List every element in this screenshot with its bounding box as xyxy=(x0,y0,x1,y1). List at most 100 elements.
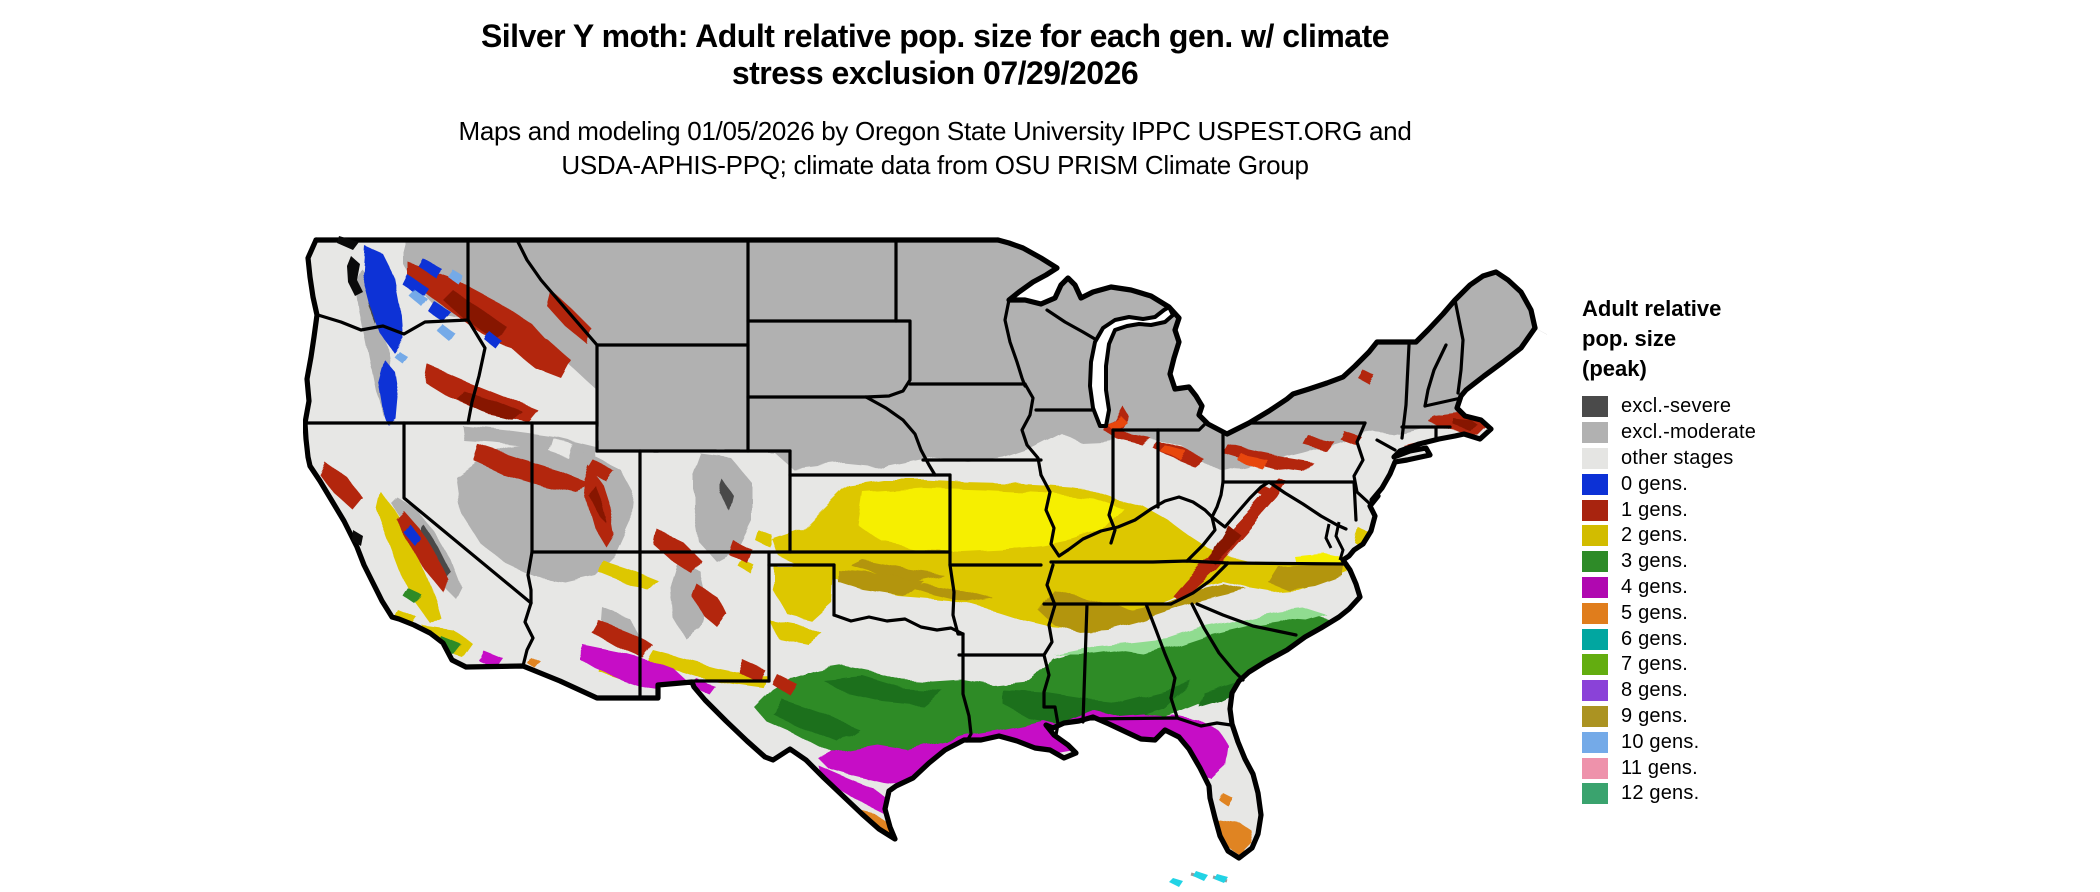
legend-swatch-2-gens xyxy=(1582,525,1608,547)
region-0gens-ewa3 xyxy=(418,258,441,277)
page-title: Silver Y moth: Adult relative pop. size … xyxy=(115,18,1755,92)
legend-swatch-excl-severe xyxy=(1582,396,1608,418)
coastline xyxy=(303,237,1538,861)
vancouver-island-tip xyxy=(337,236,359,250)
legend-label: 2 gens. xyxy=(1621,524,1689,547)
legend-swatch-other-stages xyxy=(1582,447,1608,469)
legend-item-6-gens: 6 gens. xyxy=(1582,626,1892,652)
legend-item-9-gens: 9 gens. xyxy=(1582,704,1892,730)
legend-swatch-6-gens xyxy=(1582,628,1608,650)
legend-swatch-10-gens xyxy=(1582,731,1608,753)
legend-label: 1 gens. xyxy=(1621,498,1689,521)
legend-item-2-gens: 2 gens. xyxy=(1582,523,1892,549)
region-2gens-dark-kytn xyxy=(1038,584,1248,632)
region-0gens-sierra xyxy=(405,525,421,546)
region-excl-severe-co xyxy=(719,480,733,511)
region-1gens-pa1 xyxy=(1223,445,1313,472)
region-2gens-sut xyxy=(598,560,658,590)
region-1gens-nv-speck xyxy=(587,460,613,480)
region-1gens-wtx2 xyxy=(773,675,798,696)
legend-item-12-gens: 12 gens. xyxy=(1582,781,1892,807)
region-3gens-sca xyxy=(403,588,421,604)
legend-item-excl-moderate: excl.-moderate xyxy=(1582,420,1892,446)
legend-label: excl.-moderate xyxy=(1621,421,1757,444)
legend-label: 5 gens. xyxy=(1621,601,1689,624)
region-0gens-cascades xyxy=(363,246,403,352)
region-2gens-txpanhandle xyxy=(773,566,833,620)
state-borders xyxy=(303,240,1465,743)
legend-label: 11 gens. xyxy=(1621,756,1698,779)
subtitle-line-2: USDA-APHIS-PPQ; climate data from OSU PR… xyxy=(561,150,1309,180)
legend-item-0-gens: 0 gens. xyxy=(1582,471,1892,497)
legend-item-4-gens: 4 gens. xyxy=(1582,575,1892,601)
region-1gens-wtx1 xyxy=(738,660,765,682)
legend-swatch-12-gens xyxy=(1582,783,1608,805)
region-2gens-eco-1 xyxy=(755,530,773,548)
region-1gens-pa2 xyxy=(1303,435,1333,450)
region-1gens-bright-oh xyxy=(1161,446,1187,460)
legend-label: other stages xyxy=(1621,446,1734,469)
region-0gens-or xyxy=(377,358,399,426)
region-1gens-smi xyxy=(1103,406,1153,446)
region-2gens-dark-ok xyxy=(838,570,923,596)
legend-label: excl.-severe xyxy=(1621,395,1732,418)
region-1gens-ny2 xyxy=(1358,370,1375,384)
region-1gens-wmt xyxy=(547,290,593,344)
region-6gens-keys-2 xyxy=(1214,874,1228,883)
region-2gens-bright xyxy=(858,488,1123,552)
map-legend: Adult relative pop. size (peak) excl.-se… xyxy=(1582,294,1892,807)
legend-label: 3 gens. xyxy=(1621,550,1689,573)
region-3gens-dark-tx2 xyxy=(773,700,858,742)
legend-swatch-5-gens xyxy=(1582,602,1608,624)
region-10gens-wa1 xyxy=(409,290,427,306)
region-6gens-keys-3 xyxy=(1169,878,1183,887)
region-4gens-nm xyxy=(693,680,715,694)
legend-label: 9 gens. xyxy=(1621,704,1689,727)
region-1gens-nm xyxy=(693,585,728,628)
region-1gens-mogollon xyxy=(591,620,653,658)
legend-label: 6 gens. xyxy=(1621,627,1689,650)
region-4gens-az xyxy=(578,645,688,694)
region-1gens-bright-mi xyxy=(1108,416,1127,432)
region-2gens-eco-2 xyxy=(739,560,755,574)
legend-label: 10 gens. xyxy=(1621,730,1700,753)
page-subtitle: Maps and modeling 01/05/2026 by Oregon S… xyxy=(115,114,1755,182)
lake-michigan xyxy=(1088,305,1175,428)
canada-lakes-mask xyxy=(998,230,1547,434)
region-4gens-stx xyxy=(818,765,891,814)
legend-item-1-gens: 1 gens. xyxy=(1582,497,1892,523)
region-excl-moderate-se-or xyxy=(463,426,597,462)
san-francisco-bay xyxy=(352,530,363,546)
region-excl-moderate-nm xyxy=(671,562,707,638)
region-3gens-light-upper xyxy=(1053,608,1328,654)
region-6gens-keys-1 xyxy=(1193,871,1208,881)
region-1gens-nca xyxy=(319,462,363,510)
legend-swatch-7-gens xyxy=(1582,654,1608,676)
region-1gens-bright-pa xyxy=(1238,455,1268,468)
region-2gens-nmtx xyxy=(769,620,823,644)
region-4gens-sca xyxy=(478,650,503,668)
legend-item-10-gens: 10 gens. xyxy=(1582,729,1892,755)
legend-swatch-4-gens xyxy=(1582,576,1608,598)
region-2gens-dark-mo xyxy=(908,582,993,602)
region-1gens-ny1 xyxy=(1339,430,1361,444)
title-line-2: stress exclusion 07/29/2026 xyxy=(731,55,1139,91)
legend-label: 7 gens. xyxy=(1621,653,1689,676)
region-10gens-wa3 xyxy=(393,350,408,364)
puget-sound xyxy=(347,256,363,296)
region-2gens-aznm-1 xyxy=(647,650,768,688)
region-1gens-cid xyxy=(511,325,571,378)
legend-item-excl-severe: excl.-severe xyxy=(1582,394,1892,420)
legend-rows: excl.-severe excl.-moderate other stages… xyxy=(1582,394,1892,807)
northern-border-lakes-outline xyxy=(995,237,1538,437)
legend-swatch-11-gens xyxy=(1582,757,1608,779)
region-1gens-dark-ewa xyxy=(443,290,508,338)
legend-title-line-3: (peak) xyxy=(1582,356,1647,381)
region-5gens-yuma xyxy=(528,658,543,670)
region-3gens-dark-tx1 xyxy=(823,676,943,706)
region-2gens-dark-ks xyxy=(851,560,943,580)
region-1gens-dark-wv xyxy=(1208,525,1241,565)
chesapeake-bay xyxy=(1324,521,1345,561)
region-excl-moderate-rockies xyxy=(693,454,751,560)
legend-swatch-8-gens xyxy=(1582,680,1608,702)
